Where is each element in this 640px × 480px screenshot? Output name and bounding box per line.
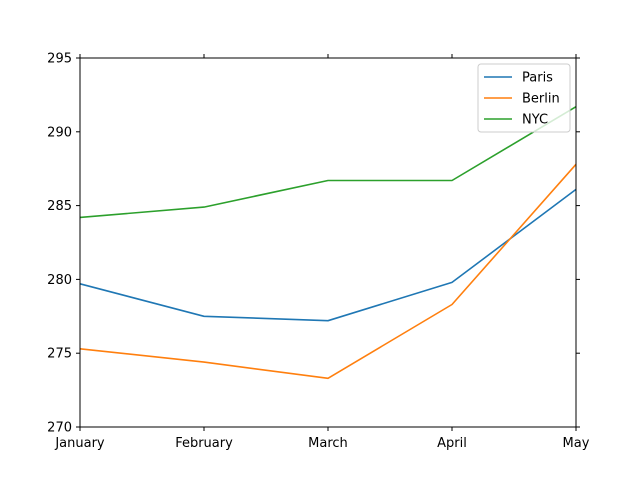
series-line-nyc <box>79 106 577 219</box>
y-tick-label: 295 <box>47 52 72 67</box>
y-tick-label: 275 <box>47 347 72 362</box>
x-axis: January February March April May <box>54 54 590 451</box>
x-tick-label: April <box>437 436 467 451</box>
series-line-paris <box>79 188 577 322</box>
x-tick-label: March <box>308 436 348 451</box>
y-tick-label: 280 <box>47 273 72 288</box>
y-tick-label: 285 <box>47 199 72 214</box>
legend: Paris Berlin NYC <box>477 63 571 133</box>
plot-lines <box>79 106 577 380</box>
legend-label: Paris <box>522 71 553 86</box>
plot-frame <box>79 57 577 428</box>
y-axis: 270 275 280 285 290 295 <box>47 52 580 436</box>
series-line-berlin <box>79 163 577 380</box>
legend-label: Berlin <box>522 92 560 107</box>
y-tick-label: 290 <box>47 125 72 140</box>
legend-box <box>477 63 571 133</box>
legend-label: NYC <box>522 113 548 128</box>
x-tick-label: January <box>54 436 105 451</box>
x-tick-label: February <box>175 436 233 451</box>
y-tick-label: 270 <box>47 421 72 436</box>
x-tick-label: May <box>563 436 590 451</box>
